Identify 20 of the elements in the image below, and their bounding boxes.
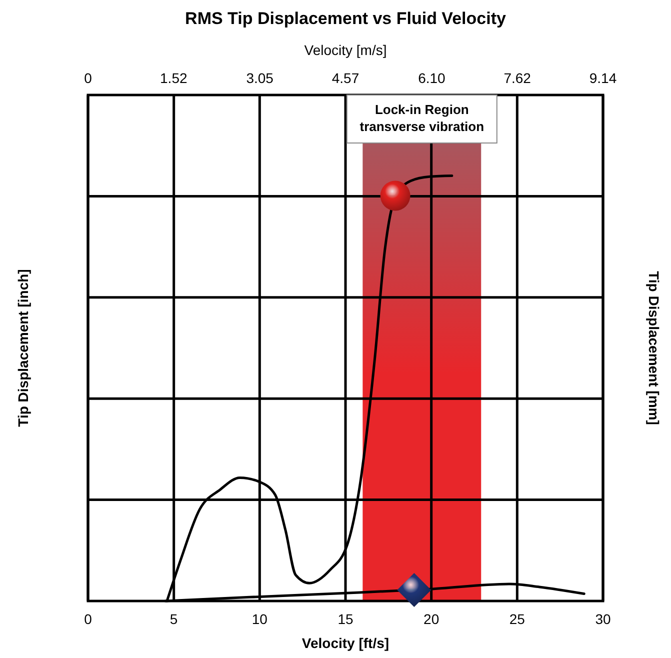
x2-tick-label: 3.05: [246, 70, 274, 86]
x-tick-label: 20: [424, 611, 440, 627]
x-axis-title: Velocity [ft/s]: [302, 635, 390, 651]
x-tick-label: 5: [170, 611, 178, 627]
x-tick-label: 0: [84, 611, 92, 627]
x-tick-label: 25: [509, 611, 526, 627]
band-label: Lock-in Region transverse vibration: [360, 102, 484, 134]
x2-tick-label: 7.62: [504, 70, 532, 86]
x2-tick-label: 6.10: [418, 70, 446, 86]
x-tick-label: 15: [338, 611, 354, 627]
x2-tick-label: 4.57: [332, 70, 360, 86]
x-tick-label: 10: [252, 611, 268, 627]
y-axis-title: Tip Displacement [inch]: [15, 269, 31, 427]
x-tick-label: 30: [595, 611, 611, 627]
chart-title: RMS Tip Displacement vs Fluid Velocity: [185, 9, 506, 28]
x2-tick-label: 1.52: [160, 70, 188, 86]
x2-tick-label: 9.14: [589, 70, 617, 86]
x2-axis-title: Velocity [m/s]: [304, 42, 387, 58]
y2-axis-title: Tip Displacement [mm]: [646, 271, 662, 425]
x2-tick-label: 0: [84, 70, 92, 86]
